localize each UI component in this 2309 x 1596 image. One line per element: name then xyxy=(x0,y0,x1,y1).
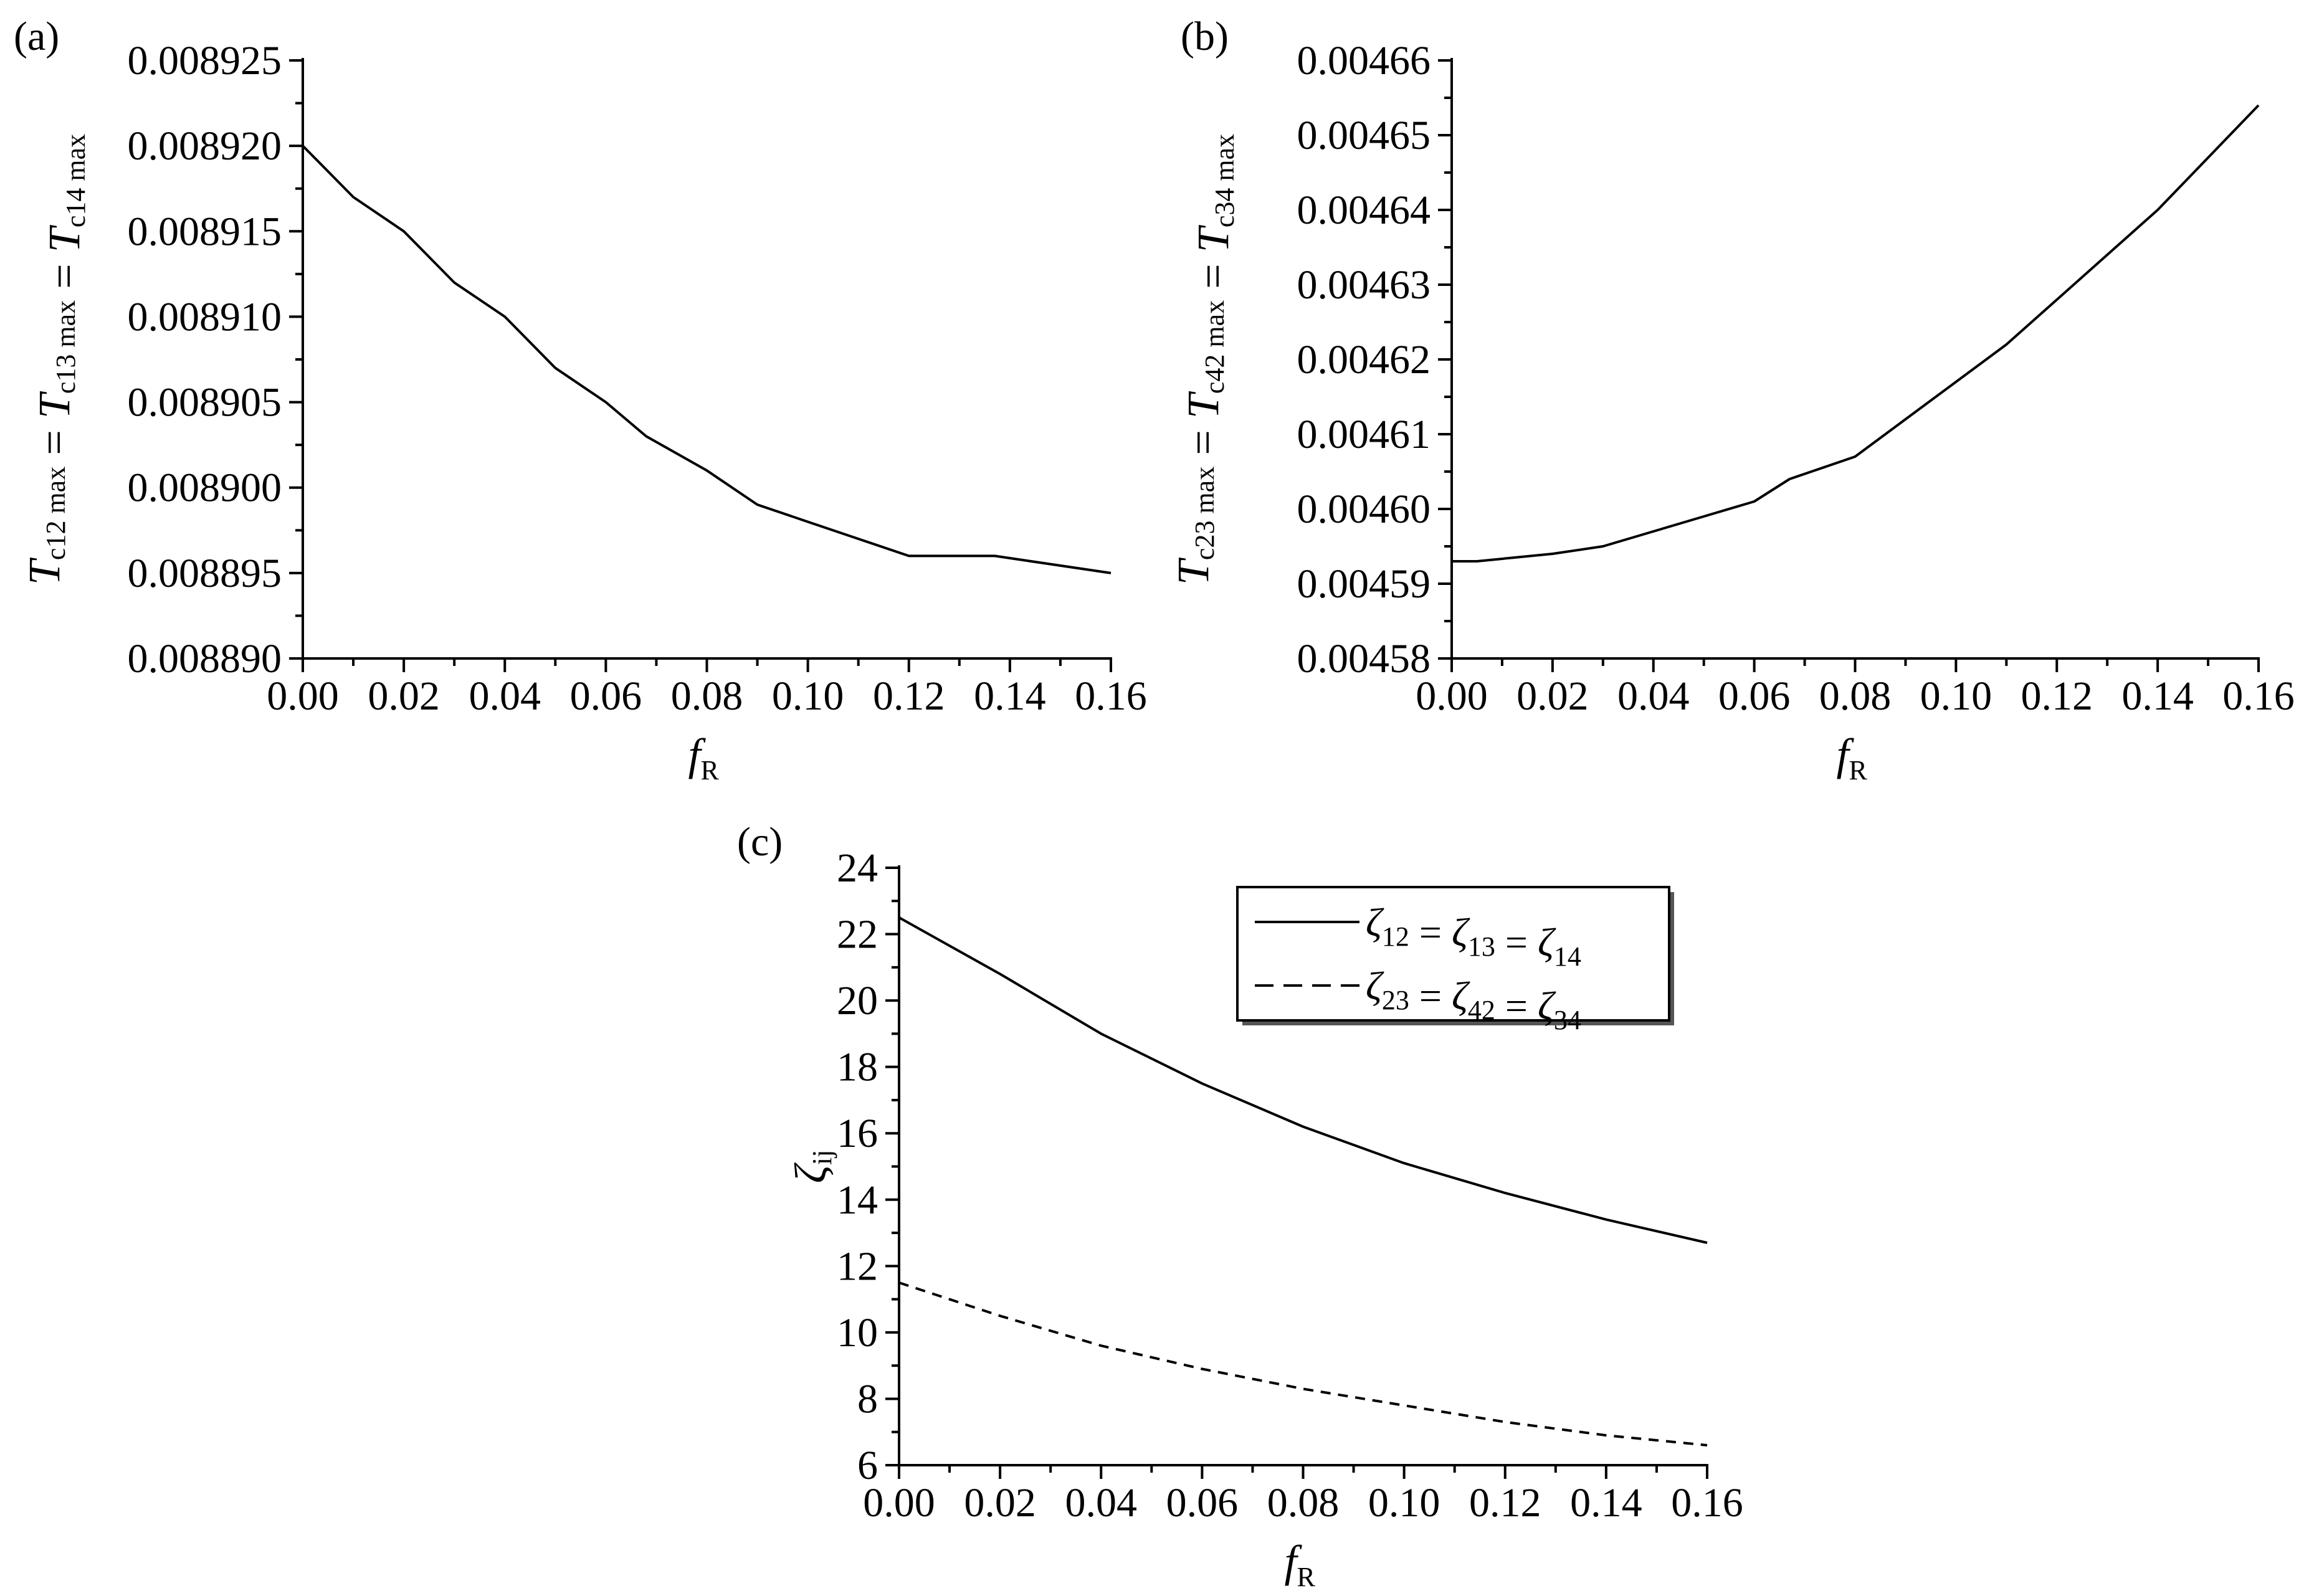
y-tick-label: 0.00461 xyxy=(1297,412,1431,457)
x-tick-label: 0.10 xyxy=(772,673,844,719)
series-line-1 xyxy=(898,916,1708,1244)
y-tick-label: 6 xyxy=(857,1443,878,1488)
y-tick-label: 22 xyxy=(837,912,878,957)
x-tick-label: 0.14 xyxy=(1570,1480,1642,1526)
y-tick-label: 0.008895 xyxy=(128,551,282,596)
y-tick-label: 16 xyxy=(837,1111,878,1156)
x-tick-label: 0.02 xyxy=(964,1480,1036,1526)
x-tick-label: 0.00 xyxy=(863,1480,935,1526)
y-tick-label: 0.00466 xyxy=(1297,38,1431,83)
x-axis-title: fR xyxy=(688,729,720,786)
y-tick-label: 0.008890 xyxy=(128,636,282,682)
series-line-1 xyxy=(302,145,1112,574)
chart-panel-3: (c) 0.00 0.02 0.04 0.06 0.08 0.10 0.12 0.14 0.16 6… xyxy=(737,819,1743,1592)
x-tick-label: 0.16 xyxy=(1671,1480,1743,1526)
x-tick-label: 0.02 xyxy=(368,673,440,719)
y-tick-label: 0.00460 xyxy=(1297,487,1431,532)
x-tick-label: 0.16 xyxy=(2222,673,2295,719)
x-tick-label: 0.00 xyxy=(267,673,339,719)
chart-panel-1: (a) 0.00 0.02 0.04 0.06 0.08 0.10 0.12 0.14 0.16 0… xyxy=(14,14,1147,786)
legend-entry: ζ12 = ζ13 = ζ14 xyxy=(1366,900,1581,972)
panel-label: (c) xyxy=(737,819,783,865)
x-tick-label: 0.12 xyxy=(1469,1480,1541,1526)
y-tick-label: 0.008920 xyxy=(128,123,282,169)
x-tick-label: 0.06 xyxy=(1718,673,1791,719)
x-tick-label: 0.04 xyxy=(1065,1480,1138,1526)
panel-label: (b) xyxy=(1181,14,1229,59)
x-tick-label: 0.12 xyxy=(2021,673,2093,719)
y-tick-label: 24 xyxy=(837,845,878,891)
x-tick-label: 0.00 xyxy=(1416,673,1488,719)
y-tick-label: 0.008925 xyxy=(128,38,282,83)
chart-panel-2: (b) 0.00 0.02 0.04 0.06 0.08 0.10 0.12 0.14 0.16 0… xyxy=(1168,14,2295,786)
panel-label: (a) xyxy=(14,14,59,59)
x-tick-label: 0.12 xyxy=(873,673,945,719)
x-tick-label: 0.08 xyxy=(1819,673,1892,719)
legend-box xyxy=(1236,886,1670,1022)
x-tick-label: 0.08 xyxy=(1267,1480,1340,1526)
x-tick-label: 0.06 xyxy=(570,673,642,719)
x-tick-label: 0.04 xyxy=(469,673,541,719)
y-tick-label: 0.008900 xyxy=(128,465,282,511)
y-tick-label: 12 xyxy=(837,1243,878,1289)
y-tick-label: 18 xyxy=(837,1045,878,1090)
x-tick-label: 0.04 xyxy=(1617,673,1690,719)
y-tick-label: 0.008915 xyxy=(128,209,282,254)
x-tick-label: 0.02 xyxy=(1516,673,1589,719)
x-axis-title: fR xyxy=(1837,729,1868,786)
x-axis-title: fR xyxy=(1285,1536,1316,1592)
x-tick-label: 0.14 xyxy=(2121,673,2194,719)
x-tick-label: 0.08 xyxy=(671,673,743,719)
y-tick-label: 14 xyxy=(837,1177,878,1223)
y-tick-label: 0.00459 xyxy=(1297,561,1431,607)
x-tick-label: 0.16 xyxy=(1075,673,1147,719)
y-tick-label: 0.008910 xyxy=(128,294,282,340)
series-line-2 xyxy=(898,1281,1708,1446)
y-tick-label: 0.00462 xyxy=(1297,337,1431,382)
series-line-1 xyxy=(1452,104,2260,563)
y-tick-label: 0.00458 xyxy=(1297,636,1431,682)
y-tick-label: 8 xyxy=(857,1376,878,1422)
y-tick-label: 0.008905 xyxy=(128,380,282,425)
x-tick-label: 0.06 xyxy=(1166,1480,1239,1526)
x-tick-label: 0.10 xyxy=(1920,673,1992,719)
x-tick-label: 0.14 xyxy=(974,673,1046,719)
y-tick-label: 0.00465 xyxy=(1297,113,1431,158)
legend-entry: ζ23 = ζ42 = ζ34 xyxy=(1366,964,1581,1035)
y-axis-title: ζij xyxy=(786,1150,838,1184)
y-tick-label: 10 xyxy=(837,1310,878,1356)
y-tick-label: 20 xyxy=(837,978,878,1024)
x-tick-label: 0.10 xyxy=(1368,1480,1440,1526)
y-tick-label: 0.00464 xyxy=(1297,188,1431,233)
y-axis-title: Tc12 max = Tc13 max = Tc14 max xyxy=(19,134,92,585)
y-tick-label: 0.00463 xyxy=(1297,262,1431,308)
y-axis-title: Tc23 max = Tc42 max = Tc34 max xyxy=(1168,134,1240,585)
